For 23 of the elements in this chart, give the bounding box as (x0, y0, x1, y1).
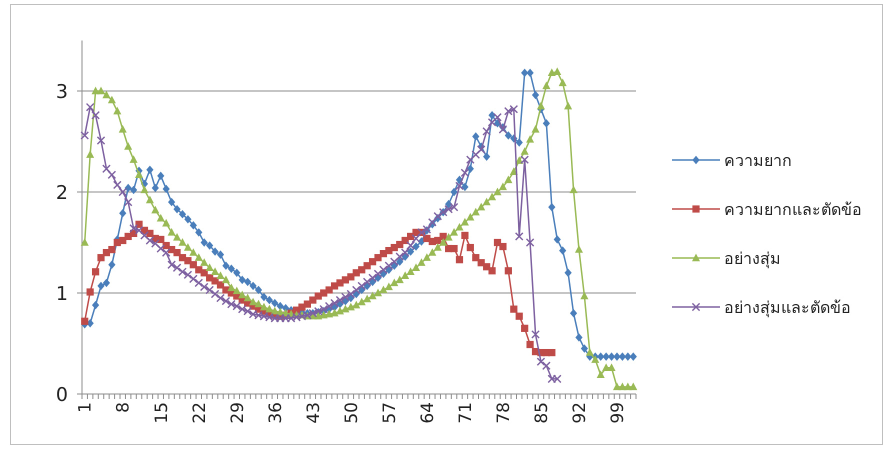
x-tick-label: 29 (228, 402, 248, 424)
x-tick-label: 78 (494, 402, 514, 424)
x-tick-label: 36 (266, 402, 286, 424)
x-tick-label: 85 (532, 402, 552, 424)
x-tick-label: 71 (456, 402, 476, 424)
legend-label: ความยากและตัดข้อ (724, 200, 862, 219)
legend-label: อย่างสุ่มและตัดข้อ (724, 298, 851, 318)
x-tick-label: 92 (570, 402, 590, 424)
legend-label: อย่างสุ่ม (724, 249, 781, 269)
x-tick-label: 1 (76, 402, 96, 413)
x-tick-label: 64 (418, 402, 438, 424)
x-tick-label: 22 (190, 402, 210, 424)
x-tick-label: 50 (342, 402, 362, 424)
y-tick-label: 3 (56, 81, 68, 103)
x-tick-label: 57 (380, 402, 400, 424)
x-tick-label: 15 (152, 402, 172, 424)
x-tick-label: 43 (304, 402, 324, 424)
x-tick-label: 99 (608, 402, 628, 424)
legend-label: ความยาก (724, 151, 792, 170)
y-tick-label: 0 (56, 384, 68, 406)
y-tick-label: 1 (56, 283, 68, 305)
y-tick-label: 2 (56, 182, 68, 204)
x-tick-label: 8 (114, 402, 134, 413)
